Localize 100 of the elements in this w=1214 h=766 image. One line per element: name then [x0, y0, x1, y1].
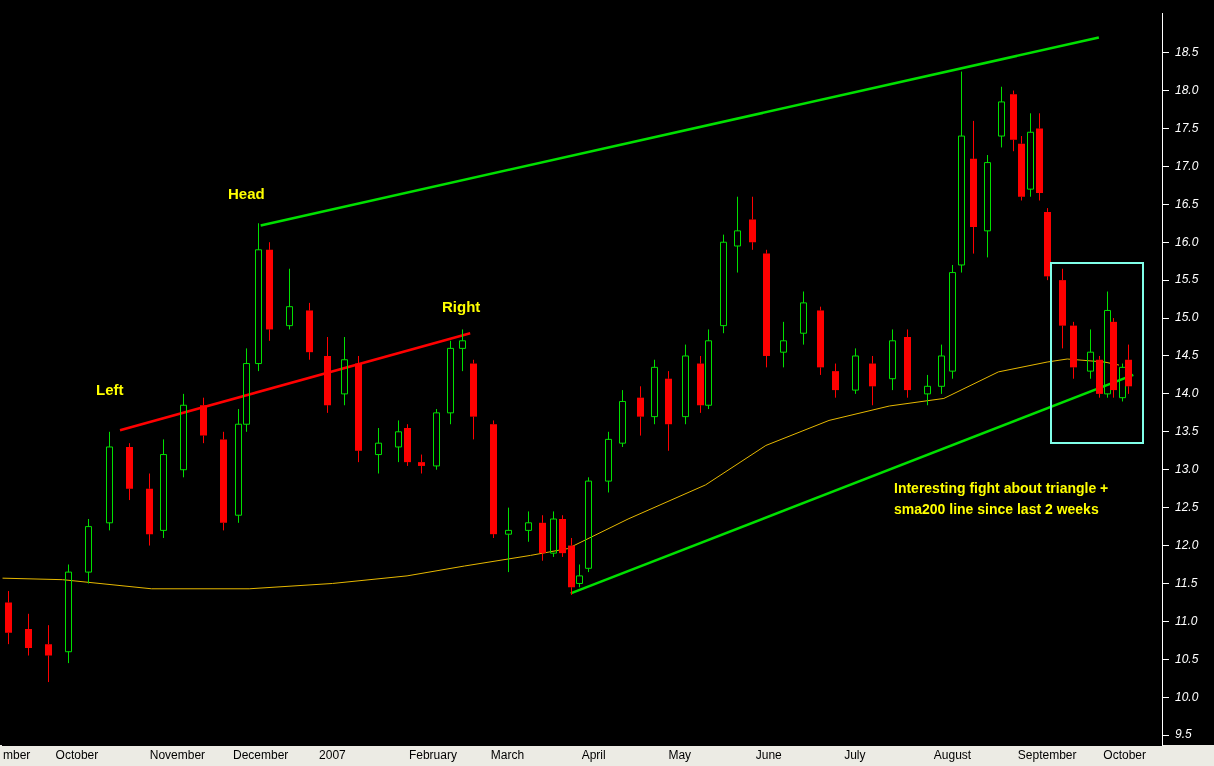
- x-tick-label: March: [490, 747, 525, 762]
- candlestick: [25, 613, 32, 657]
- candlestick: [286, 268, 293, 330]
- candlestick: [220, 431, 227, 531]
- candlestick: [5, 590, 12, 645]
- candlestick: [817, 306, 824, 376]
- y-tick-label: 18.5: [1175, 44, 1199, 59]
- x-tick-label: August: [933, 747, 972, 762]
- candlestick: [938, 344, 945, 395]
- candlestick: [665, 370, 672, 452]
- x-tick-label: October: [1103, 747, 1147, 762]
- candlestick: [459, 328, 466, 372]
- candlestick: [559, 514, 566, 558]
- candlestick: [734, 196, 741, 274]
- candlestick: [490, 419, 497, 539]
- candlestick: [1059, 268, 1066, 349]
- candlestick: [949, 264, 956, 380]
- candlestick: [418, 454, 425, 475]
- x-tick-label: June: [755, 747, 783, 762]
- candlestick: [1110, 317, 1117, 399]
- candlestick: [550, 510, 557, 558]
- candlestick: [998, 86, 1005, 148]
- x-tick-label: July: [844, 747, 866, 762]
- y-tick-label: 13.0: [1175, 462, 1199, 477]
- candlestick: [375, 427, 382, 475]
- candlestick: [85, 518, 92, 584]
- candlestick: [1087, 328, 1094, 380]
- x-tick-label: December: [232, 747, 289, 762]
- candlestick: [889, 328, 896, 391]
- y-tick-label: 17.0: [1175, 158, 1199, 173]
- candlestick: [180, 393, 187, 478]
- annotation: Head: [228, 185, 265, 203]
- x-tick-label: mber: [3, 747, 31, 762]
- y-tick-label: 18.0: [1175, 82, 1199, 97]
- x-tick-label: May: [668, 747, 692, 762]
- candlestick: [984, 154, 991, 258]
- annotation: Right: [442, 298, 481, 316]
- candlestick: [447, 340, 454, 425]
- y-tick-label: 16.0: [1175, 234, 1199, 249]
- candlestick: [619, 389, 626, 448]
- y-tick-label: 11.0: [1175, 613, 1198, 628]
- x-tick-label: September: [1017, 747, 1077, 762]
- candlestick: [720, 234, 727, 334]
- y-tick-label: 13.5: [1175, 424, 1199, 439]
- candlestick: [1036, 112, 1043, 202]
- candlestick: [45, 624, 52, 683]
- y-tick-label: 14.0: [1175, 386, 1199, 401]
- candlestick: [1018, 135, 1025, 202]
- candlestick: [306, 302, 313, 361]
- candlestick: [970, 120, 977, 255]
- candlestick: [763, 249, 770, 368]
- candlestick: [568, 537, 575, 596]
- candlestick: [505, 507, 512, 573]
- y-tick-label: 15.5: [1175, 272, 1199, 287]
- y-tick-label: 12.5: [1175, 499, 1199, 514]
- y-tick-label: 11.5: [1175, 575, 1198, 590]
- candlestick: [1027, 112, 1034, 198]
- candlestick: [705, 328, 712, 410]
- x-tick-label: October: [55, 747, 99, 762]
- candlestick: [404, 423, 411, 467]
- y-tick-label: 10.0: [1175, 689, 1199, 704]
- y-tick-label: 15.0: [1175, 310, 1199, 325]
- y-tick-label: 16.5: [1175, 196, 1199, 211]
- annotation: Left: [96, 381, 124, 399]
- candlestick: [146, 473, 153, 547]
- candlestick: [539, 514, 546, 562]
- candlestick: [605, 431, 612, 493]
- candlestick: [470, 359, 477, 440]
- candlestick: [832, 363, 839, 399]
- candlestick: [1125, 344, 1132, 395]
- candlestick: [800, 291, 807, 346]
- candlestick: [682, 344, 689, 425]
- candlestick: [904, 328, 911, 399]
- candlestick: [395, 419, 402, 463]
- x-tick-label: 2007: [319, 747, 347, 762]
- candlestick: [341, 336, 348, 406]
- candlestick: [1044, 207, 1051, 281]
- x-tick-label: February: [408, 747, 457, 762]
- candlestick: [160, 438, 167, 539]
- candlestick: [65, 564, 72, 664]
- candlestick: [525, 510, 532, 543]
- candlestick: [1070, 321, 1077, 380]
- y-tick-label: 9.5: [1175, 727, 1193, 742]
- candlestick: [324, 336, 331, 414]
- candlestick: [637, 385, 644, 437]
- y-tick-label: 14.5: [1175, 348, 1199, 363]
- candlestick: [869, 355, 876, 406]
- candlestick: [852, 347, 859, 395]
- y-tick-label: 12.0: [1175, 537, 1199, 552]
- annotation: Interesting fight about triangle + sma200 line since last 2 weeks: [894, 479, 1110, 519]
- x-tick-label: November: [149, 747, 206, 762]
- candlestick: [924, 374, 931, 406]
- candlestick: [106, 431, 113, 531]
- y-tick-label: 10.5: [1175, 651, 1199, 666]
- candlestick: [126, 442, 133, 501]
- candlestick: [780, 321, 787, 368]
- candlestick: [266, 241, 273, 342]
- y-tick-label: 17.5: [1175, 120, 1199, 135]
- candlestick: [651, 359, 658, 425]
- candlestick: [958, 71, 965, 274]
